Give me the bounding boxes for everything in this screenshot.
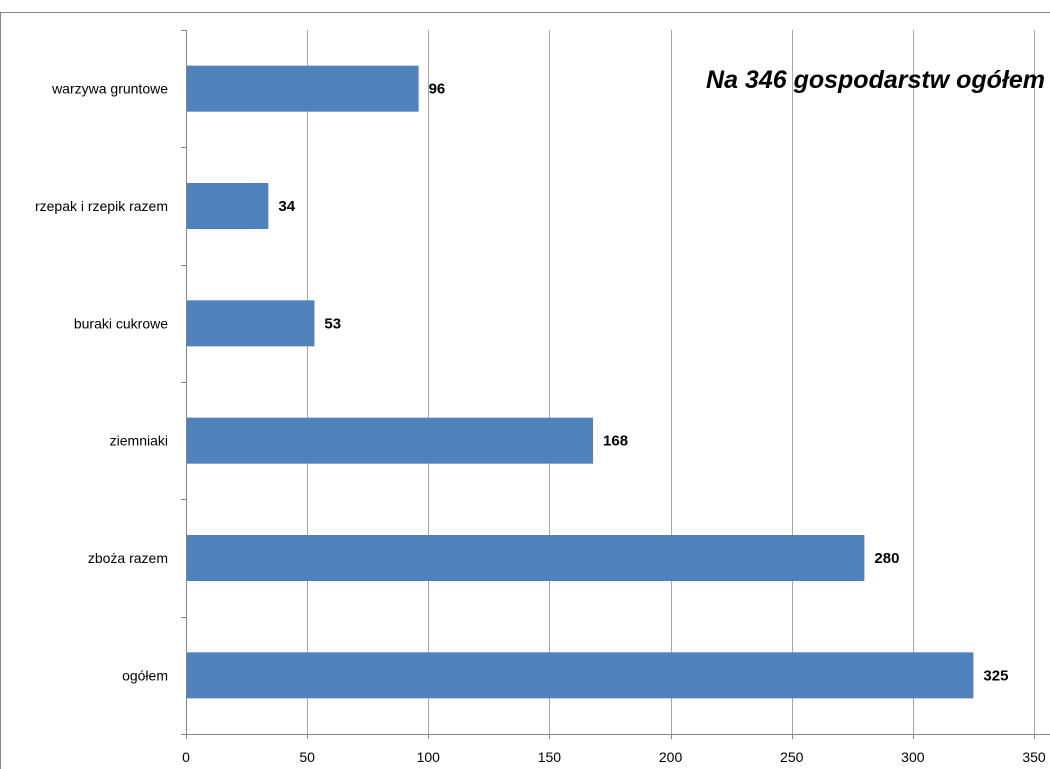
- x-tick-label: 350: [1022, 749, 1046, 765]
- data-label: 53: [324, 315, 341, 332]
- x-tick-label: 200: [659, 749, 683, 765]
- bar: [187, 418, 593, 464]
- x-tick-label: 150: [538, 749, 562, 765]
- x-tick-label: 0: [182, 749, 190, 765]
- category-label: warzywa gruntowe: [51, 81, 168, 97]
- bar: [187, 300, 314, 346]
- bar: [187, 183, 268, 229]
- bars: [187, 66, 973, 699]
- category-label: buraki cukrowe: [74, 315, 168, 331]
- x-tick-label: 250: [780, 749, 804, 765]
- data-label: 96: [429, 81, 446, 98]
- bar: [187, 535, 864, 581]
- axes: [181, 30, 1050, 739]
- category-label: zboża razem: [88, 550, 168, 566]
- category-label: ziemniaki: [110, 433, 168, 449]
- x-tick-label: 50: [299, 749, 315, 765]
- bar: [187, 652, 973, 698]
- data-label: 325: [983, 667, 1008, 684]
- data-label: 34: [278, 198, 295, 215]
- bar: [187, 66, 419, 112]
- chart-title: Na 346 gospodarstw ogółem: [706, 66, 1045, 94]
- x-tick-label: 300: [901, 749, 925, 765]
- data-label: 168: [603, 433, 628, 450]
- data-label: 280: [874, 550, 899, 567]
- category-label: rzepak i rzepik razem: [35, 198, 168, 214]
- category-label: ogółem: [122, 667, 168, 683]
- x-tick-label: 100: [417, 749, 441, 765]
- gridlines: [308, 30, 1035, 734]
